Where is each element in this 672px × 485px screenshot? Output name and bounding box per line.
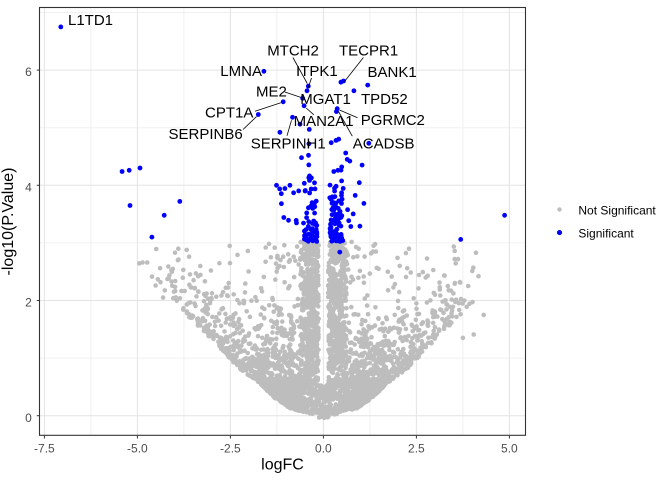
svg-text:ACADSB: ACADSB bbox=[353, 136, 415, 153]
svg-text:ME2: ME2 bbox=[256, 83, 287, 100]
svg-text:logFC: logFC bbox=[261, 457, 304, 474]
svg-text:SERPINB6: SERPINB6 bbox=[169, 126, 243, 143]
svg-text:MTCH2: MTCH2 bbox=[267, 43, 319, 60]
svg-text:LMNA: LMNA bbox=[220, 63, 262, 80]
svg-text:TECPR1: TECPR1 bbox=[339, 43, 398, 60]
svg-text:SERPINH1: SERPINH1 bbox=[251, 136, 326, 153]
svg-text:5.0: 5.0 bbox=[501, 442, 518, 456]
svg-text:0.0: 0.0 bbox=[315, 442, 332, 456]
svg-text:Significant: Significant bbox=[578, 226, 634, 240]
svg-text:-7.5: -7.5 bbox=[34, 442, 55, 456]
svg-text:MAN2A1: MAN2A1 bbox=[294, 113, 354, 130]
svg-text:-2.5: -2.5 bbox=[220, 442, 241, 456]
svg-text:4: 4 bbox=[25, 180, 32, 194]
svg-text:L1TD1: L1TD1 bbox=[68, 12, 113, 29]
svg-text:BANK1: BANK1 bbox=[368, 64, 417, 81]
svg-text:2.5: 2.5 bbox=[408, 442, 425, 456]
svg-text:0: 0 bbox=[25, 411, 32, 425]
svg-text:-log10(P.Value): -log10(P.Value) bbox=[0, 168, 17, 276]
svg-text:MGAT1: MGAT1 bbox=[300, 91, 351, 108]
svg-text:Not Significant: Not Significant bbox=[578, 203, 656, 217]
svg-text:CPT1A: CPT1A bbox=[205, 105, 253, 122]
svg-text:PGRMC2: PGRMC2 bbox=[361, 112, 425, 129]
svg-text:ITPK1: ITPK1 bbox=[296, 63, 338, 80]
svg-text:-5.0: -5.0 bbox=[127, 442, 148, 456]
svg-text:TPD52: TPD52 bbox=[361, 91, 408, 108]
svg-text:2: 2 bbox=[25, 296, 32, 310]
svg-text:6: 6 bbox=[25, 65, 32, 79]
